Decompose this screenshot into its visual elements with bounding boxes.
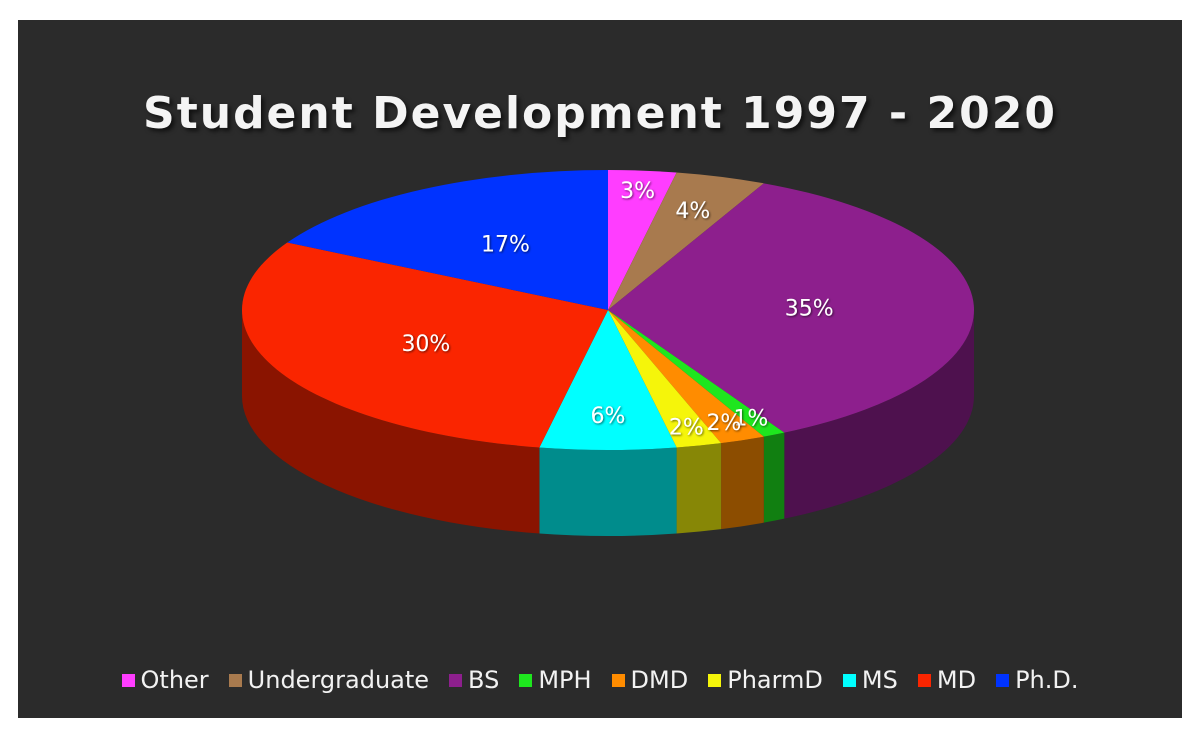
- pie-slice-md[interactable]: [241, 242, 609, 448]
- data-label-other: 3%: [620, 179, 655, 204]
- pie-side-mph: [763, 432, 785, 523]
- legend-swatch-ph-d: [996, 673, 1010, 687]
- legend-label: Other: [140, 666, 209, 694]
- legend-swatch-bs: [449, 673, 463, 687]
- data-label-mph: 1%: [733, 406, 768, 431]
- legend-label: PharmD: [727, 666, 823, 694]
- pie-slice-ms[interactable]: [539, 310, 677, 450]
- data-label-bs: 35%: [785, 297, 834, 322]
- data-label-ph-d: 17%: [481, 233, 530, 258]
- pie-chart: 3%4%35%1%2%2%6%30%17%: [241, 170, 975, 536]
- legend-item-md[interactable]: MD: [917, 666, 977, 694]
- data-label-md: 30%: [401, 332, 450, 357]
- legend-label: MS: [861, 666, 898, 694]
- legend-item-pharmd[interactable]: PharmD: [708, 666, 823, 694]
- legend-label: MD: [936, 666, 977, 694]
- pie-slice-bs[interactable]: [608, 183, 975, 433]
- pie-slice-undergraduate[interactable]: [608, 172, 764, 310]
- pie-side-md: [242, 310, 540, 534]
- legend-item-other[interactable]: Other: [121, 666, 209, 694]
- legend-item-undergraduate[interactable]: Undergraduate: [228, 666, 430, 694]
- legend-swatch-pharmd: [708, 673, 722, 687]
- legend-label: MPH: [538, 666, 592, 694]
- legend-swatch-undergraduate: [228, 673, 242, 687]
- legend-item-bs[interactable]: BS: [449, 666, 499, 694]
- pie-side-ms: [539, 447, 677, 536]
- pie-slice-mph[interactable]: [608, 310, 785, 437]
- legend-swatch-dmd: [611, 673, 625, 687]
- pie-slice-other[interactable]: [608, 170, 677, 310]
- data-label-pharmd: 2%: [669, 416, 704, 441]
- legend-label: Undergraduate: [247, 666, 430, 694]
- legend-item-ph-d[interactable]: Ph.D.: [996, 666, 1078, 694]
- pie-side-bs: [784, 310, 974, 519]
- legend-swatch-other: [121, 673, 135, 687]
- legend: Other Undergraduate BS MPH DMD PharmD MS MD Ph.D…: [18, 666, 1182, 694]
- legend-swatch-mph: [519, 673, 533, 687]
- data-label-dmd: 2%: [706, 411, 741, 436]
- legend-swatch-ms: [842, 673, 856, 687]
- legend-item-dmd[interactable]: DMD: [611, 666, 689, 694]
- pie-side-dmd: [721, 436, 764, 530]
- data-label-undergraduate: 4%: [675, 199, 710, 224]
- chart-frame: Student Development 1997 - 2020 3% 4% 35% 1…: [18, 20, 1182, 718]
- pie-side-pharmd: [676, 443, 722, 534]
- legend-item-ms[interactable]: MS: [842, 666, 898, 694]
- chart-title: Student Development 1997 - 2020: [143, 88, 1057, 139]
- legend-label: BS: [468, 666, 500, 694]
- pie-slice-dmd[interactable]: [608, 310, 764, 444]
- pie-slice-pharmd[interactable]: [608, 310, 722, 448]
- legend-swatch-md: [917, 673, 931, 687]
- legend-label: Ph.D.: [1015, 666, 1079, 694]
- data-label-ms: 6%: [591, 404, 626, 429]
- legend-label: DMD: [630, 666, 689, 694]
- pie-slice-ph-d[interactable]: [287, 170, 608, 310]
- legend-item-mph[interactable]: MPH: [519, 666, 592, 694]
